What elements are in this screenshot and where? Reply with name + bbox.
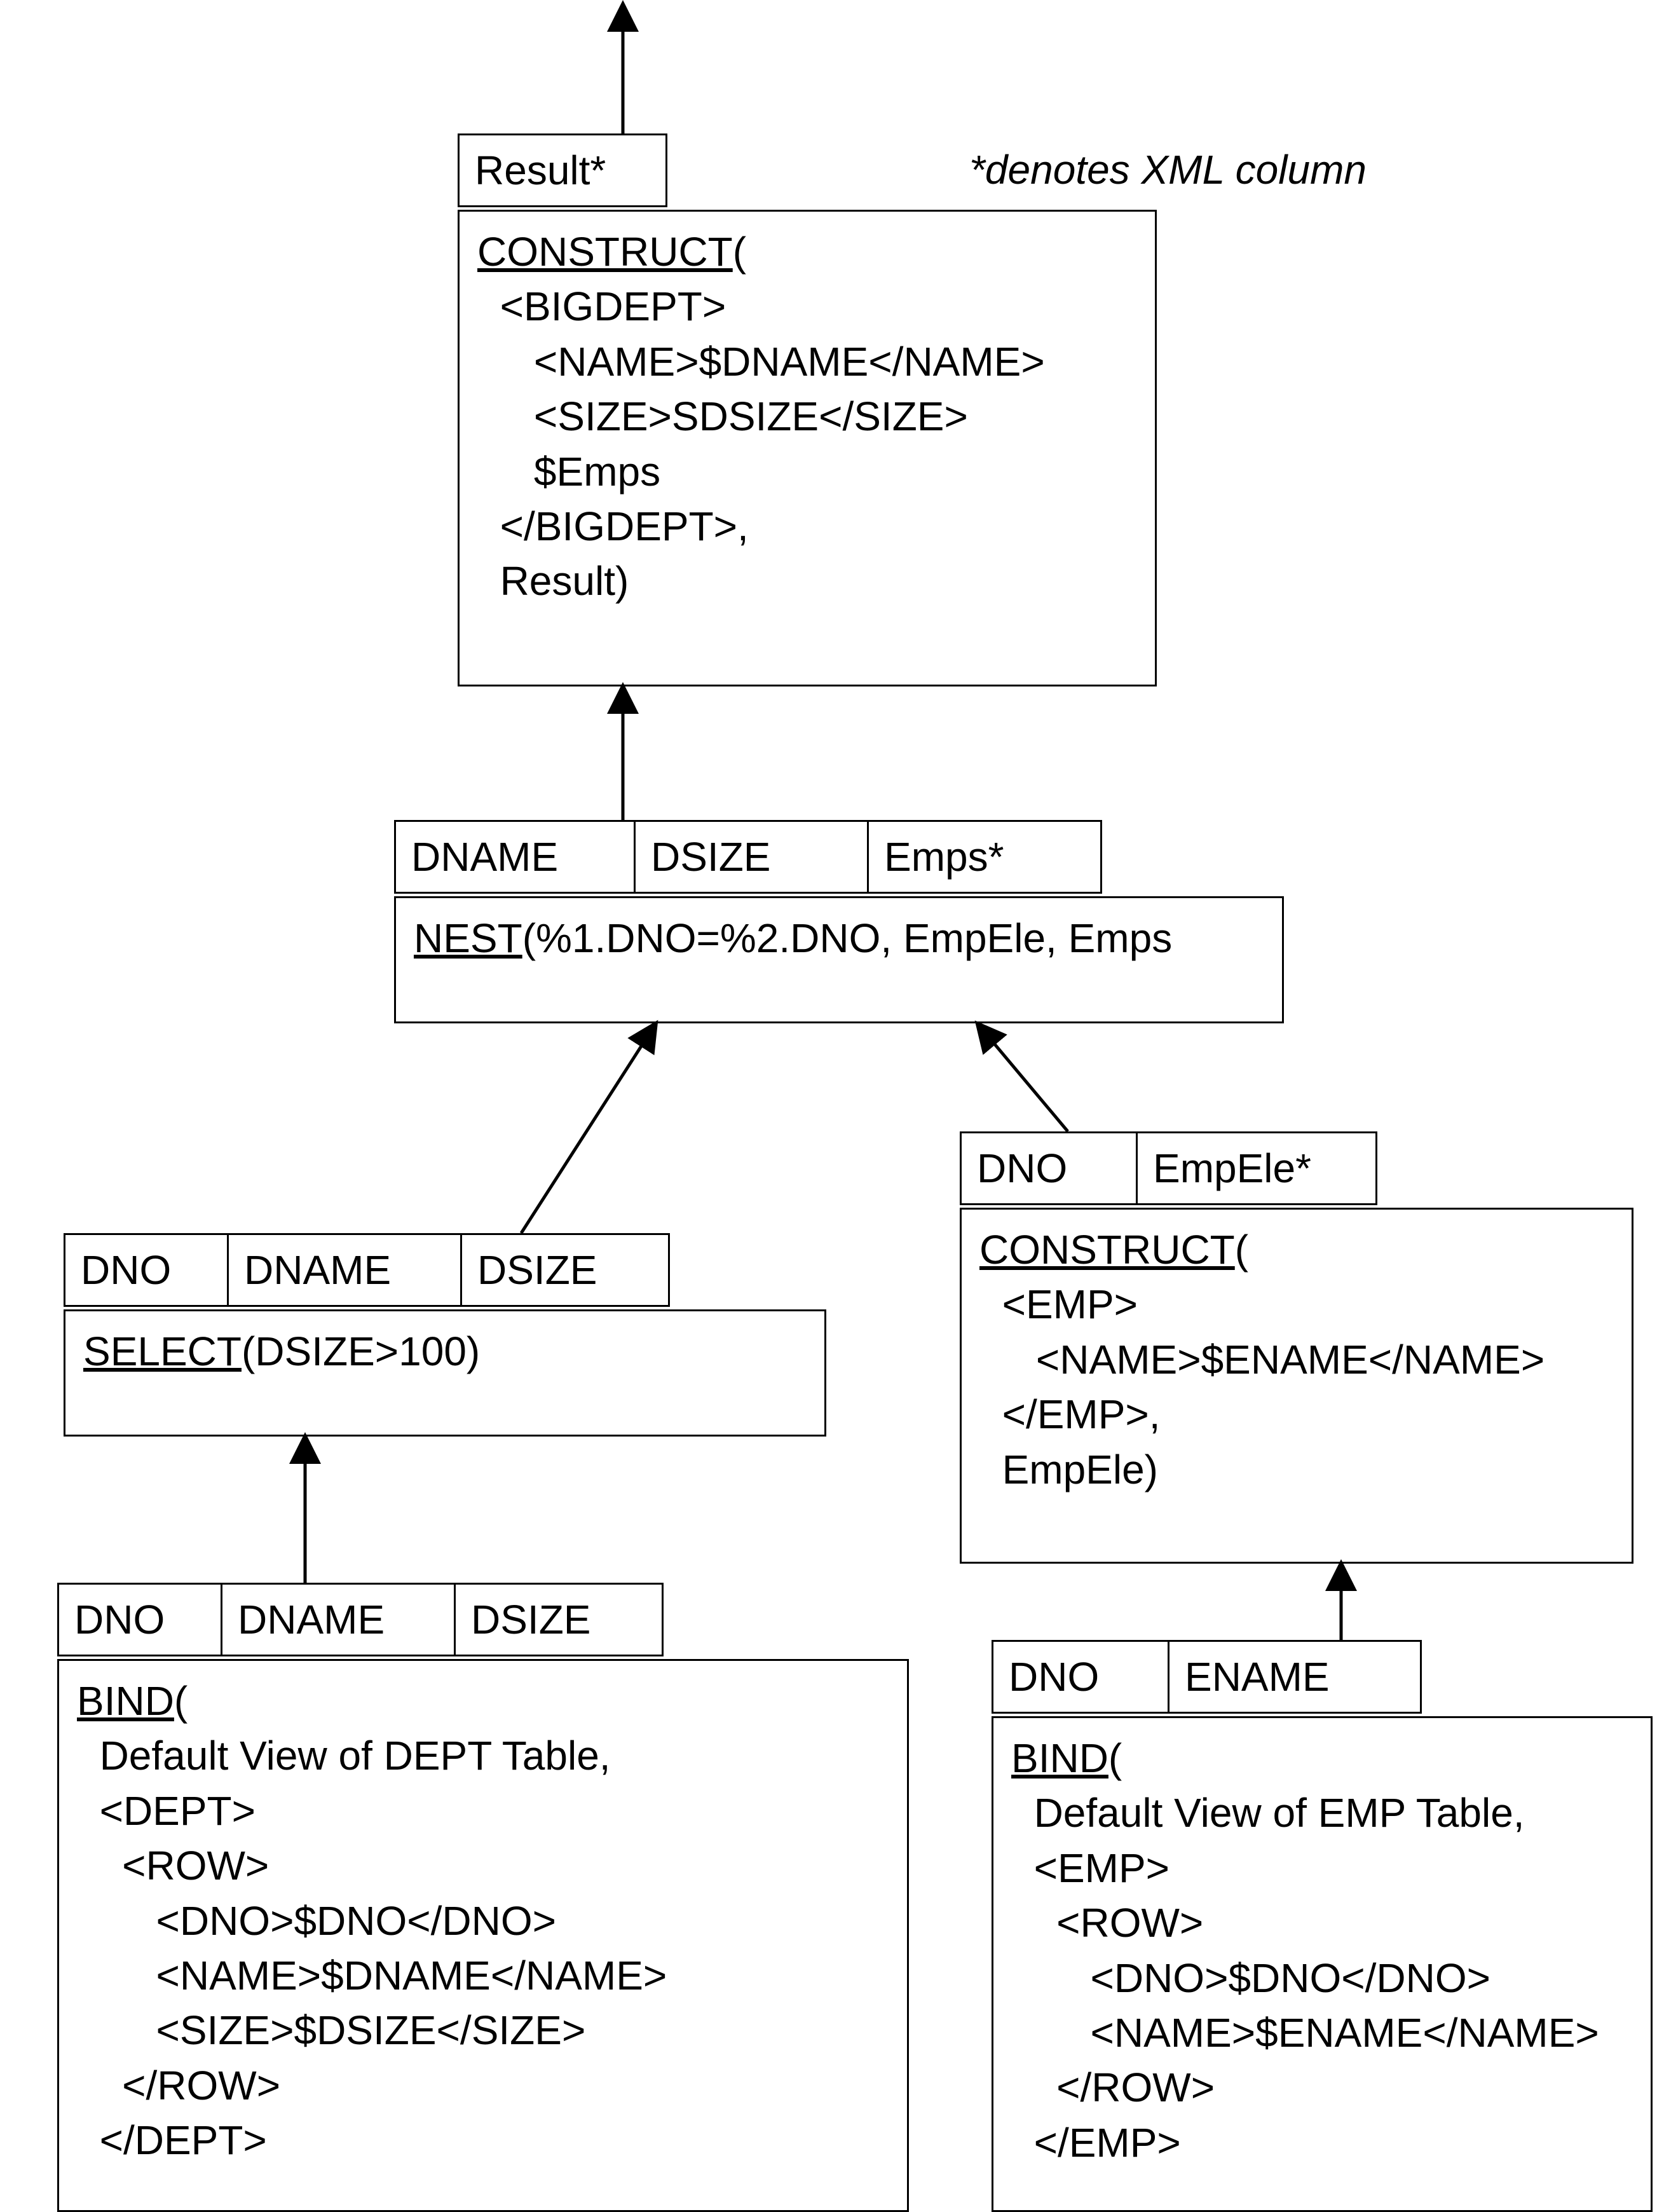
n640-header-col-2: Emps* [867, 820, 1102, 894]
n650-header-col-0: Result* [458, 133, 667, 207]
n640-header-col-1: DSIZE [634, 820, 869, 894]
n630-header-col-1: EmpEle* [1136, 1131, 1377, 1205]
arrow-2 [521, 1025, 655, 1233]
n640-header: DNAMEDSIZEEmps* [394, 820, 1102, 894]
n640-header-col-0: DNAME [394, 820, 636, 894]
n640-body: NEST(%1.DNO=%2.DNO, EmpEle, Emps [394, 896, 1284, 1023]
n600-header-col-2: DSIZE [454, 1583, 664, 1656]
n600-header-col-0: DNO [57, 1583, 222, 1656]
arrow-3 [979, 1025, 1068, 1131]
n630-header: DNOEmpEle* [960, 1131, 1377, 1205]
diagram-canvas: *denotes XML columnResult*650CONSTRUCT( … [0, 0, 1657, 2161]
n600-body-text: BIND( Default View of DEPT Table, <DEPT>… [59, 1661, 907, 2181]
n620-header-col-1: DNAME [227, 1233, 462, 1307]
n600-header-col-1: DNAME [221, 1583, 456, 1656]
n600-header: DNODNAMEDSIZE [57, 1583, 664, 1656]
n610-header: DNOENAME [992, 1640, 1422, 1714]
n610-header-col-0: DNO [992, 1640, 1169, 1714]
n600-body: BIND( Default View of DEPT Table, <DEPT>… [57, 1659, 909, 2212]
n630-body-text: CONSTRUCT( <EMP> <NAME>$ENAME</NAME> </E… [962, 1210, 1632, 1510]
n640-body-text: NEST(%1.DNO=%2.DNO, EmpEle, Emps [396, 898, 1282, 978]
n650-body: CONSTRUCT( <BIGDEPT> <NAME>$DNAME</NAME>… [458, 210, 1157, 686]
n620-body-text: SELECT(DSIZE>100) [65, 1311, 824, 1391]
n620-header: DNODNAMEDSIZE [64, 1233, 670, 1307]
n610-body: BIND( Default View of EMP Table, <EMP> <… [992, 1716, 1653, 2212]
xml-column-note: *denotes XML column [969, 146, 1367, 193]
n610-body-text: BIND( Default View of EMP Table, <EMP> <… [993, 1718, 1651, 2183]
n630-body: CONSTRUCT( <EMP> <NAME>$ENAME</NAME> </E… [960, 1208, 1633, 1564]
n610-header-col-1: ENAME [1168, 1640, 1422, 1714]
n630-header-col-0: DNO [960, 1131, 1138, 1205]
n620-header-col-2: DSIZE [460, 1233, 670, 1307]
n620-header-col-0: DNO [64, 1233, 229, 1307]
n650-body-text: CONSTRUCT( <BIGDEPT> <NAME>$DNAME</NAME>… [460, 212, 1155, 622]
n650-header: Result* [458, 133, 667, 207]
n620-body: SELECT(DSIZE>100) [64, 1309, 826, 1437]
